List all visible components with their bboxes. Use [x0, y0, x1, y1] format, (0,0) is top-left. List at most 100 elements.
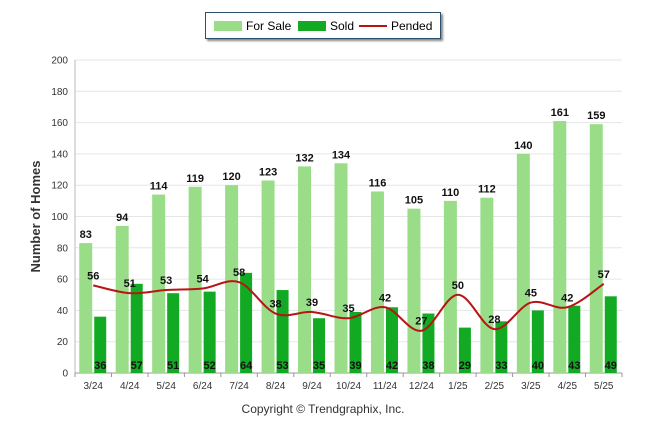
bar-sold	[203, 291, 216, 373]
x-tick-label: 9/24	[302, 381, 322, 392]
data-label-sold: 36	[94, 360, 106, 372]
bar-for-sale	[589, 124, 603, 373]
y-tick-label: 160	[51, 118, 68, 129]
data-label-for-sale: 105	[405, 195, 423, 207]
data-label-pended: 50	[452, 280, 464, 292]
data-label-for-sale: 94	[116, 212, 129, 224]
bar-sold	[240, 272, 253, 373]
data-label-pended: 39	[306, 297, 318, 309]
data-label-sold: 33	[495, 360, 507, 372]
y-tick-label: 20	[57, 337, 69, 348]
bar-sold	[94, 316, 107, 373]
x-tick-label: 11/24	[373, 381, 398, 392]
x-tick-label: 1/25	[448, 381, 468, 392]
data-label-for-sale: 120	[222, 171, 240, 183]
bar-for-sale	[152, 194, 166, 373]
y-tick-label: 180	[51, 87, 68, 98]
bar-sold	[604, 296, 617, 373]
data-label-pended: 53	[160, 275, 172, 287]
bar-for-sale	[553, 121, 567, 373]
data-label-pended: 58	[233, 267, 245, 279]
x-tick-label: 5/25	[594, 381, 614, 392]
data-label-pended: 28	[488, 314, 500, 326]
y-axis-title: Number of Homes	[28, 161, 43, 273]
copyright-text: Copyright © Trendgraphix, Inc.	[241, 402, 405, 416]
bar-for-sale	[79, 243, 93, 373]
data-label-pended: 42	[561, 292, 573, 304]
data-label-pended: 35	[342, 303, 354, 315]
data-label-pended: 27	[415, 316, 427, 328]
data-label-for-sale: 132	[295, 152, 313, 164]
legend-label-pended: Pended	[391, 19, 433, 33]
data-label-pended: 45	[525, 288, 537, 300]
data-label-for-sale: 123	[259, 167, 277, 179]
data-label-pended: 54	[197, 273, 210, 285]
x-tick-label: 10/24	[336, 381, 361, 392]
data-label-for-sale: 83	[80, 229, 92, 241]
y-tick-label: 60	[57, 275, 69, 286]
bar-for-sale	[225, 185, 239, 373]
data-label-for-sale: 119	[186, 173, 204, 185]
data-label-sold: 51	[167, 360, 179, 372]
data-label-for-sale: 112	[478, 184, 496, 196]
legend-swatch-for-sale	[214, 21, 242, 31]
legend-swatch-sold	[298, 21, 326, 31]
data-label-for-sale: 114	[150, 181, 169, 193]
data-label-sold: 29	[459, 360, 471, 372]
data-label-sold: 42	[386, 360, 398, 372]
bar-for-sale	[261, 180, 275, 373]
bar-for-sale	[115, 225, 129, 373]
bar-for-sale	[188, 186, 202, 373]
bar-for-sale	[407, 208, 421, 373]
bar-sold	[385, 307, 398, 373]
chart-legend: For Sale Sold Pended	[205, 12, 441, 39]
y-tick-label: 200	[51, 56, 68, 67]
data-label-sold: 35	[313, 360, 325, 372]
data-label-sold: 39	[349, 360, 361, 372]
line-pended	[93, 280, 605, 332]
data-label-for-sale: 161	[551, 107, 569, 119]
bar-sold	[349, 311, 362, 373]
bar-for-sale	[370, 191, 384, 373]
bar-for-sale	[334, 163, 348, 373]
data-label-sold: 64	[240, 360, 253, 372]
data-label-for-sale: 110	[442, 187, 460, 199]
x-tick-label: 8/24	[266, 381, 286, 392]
x-tick-label: 3/24	[83, 381, 103, 392]
data-label-pended: 42	[379, 292, 391, 304]
bar-sold	[495, 321, 508, 373]
y-tick-label: 80	[57, 243, 69, 254]
data-label-for-sale: 116	[369, 177, 387, 189]
data-label-pended: 51	[124, 278, 136, 290]
data-label-sold: 38	[422, 360, 434, 372]
bar-sold	[276, 290, 289, 373]
y-tick-label: 40	[57, 306, 69, 317]
data-label-pended: 57	[598, 269, 610, 281]
bar-sold	[130, 283, 143, 373]
data-label-pended: 38	[269, 299, 281, 311]
bar-for-sale	[516, 153, 530, 373]
x-tick-label: 4/24	[120, 381, 140, 392]
x-tick-label: 4/25	[558, 381, 578, 392]
bar-sold	[313, 318, 326, 373]
legend-item-for-sale: For Sale	[214, 19, 291, 33]
bar-for-sale	[443, 200, 457, 373]
data-label-sold: 40	[532, 360, 544, 372]
y-tick-label: 120	[51, 181, 68, 192]
bar-sold	[568, 305, 581, 373]
data-label-for-sale: 134	[332, 149, 351, 161]
data-label-for-sale: 159	[587, 110, 605, 122]
x-tick-label: 12/24	[409, 381, 434, 392]
legend-swatch-pended	[359, 25, 387, 27]
x-tick-label: 5/24	[156, 381, 176, 392]
x-tick-label: 6/24	[193, 381, 213, 392]
bar-for-sale	[480, 197, 494, 373]
x-tick-label: 7/24	[229, 381, 249, 392]
legend-label-for-sale: For Sale	[246, 19, 292, 33]
data-label-sold: 43	[568, 360, 580, 372]
bar-sold	[458, 327, 471, 373]
data-label-sold: 53	[276, 360, 288, 372]
y-tick-label: 100	[51, 212, 68, 223]
bar-sold	[167, 293, 180, 373]
